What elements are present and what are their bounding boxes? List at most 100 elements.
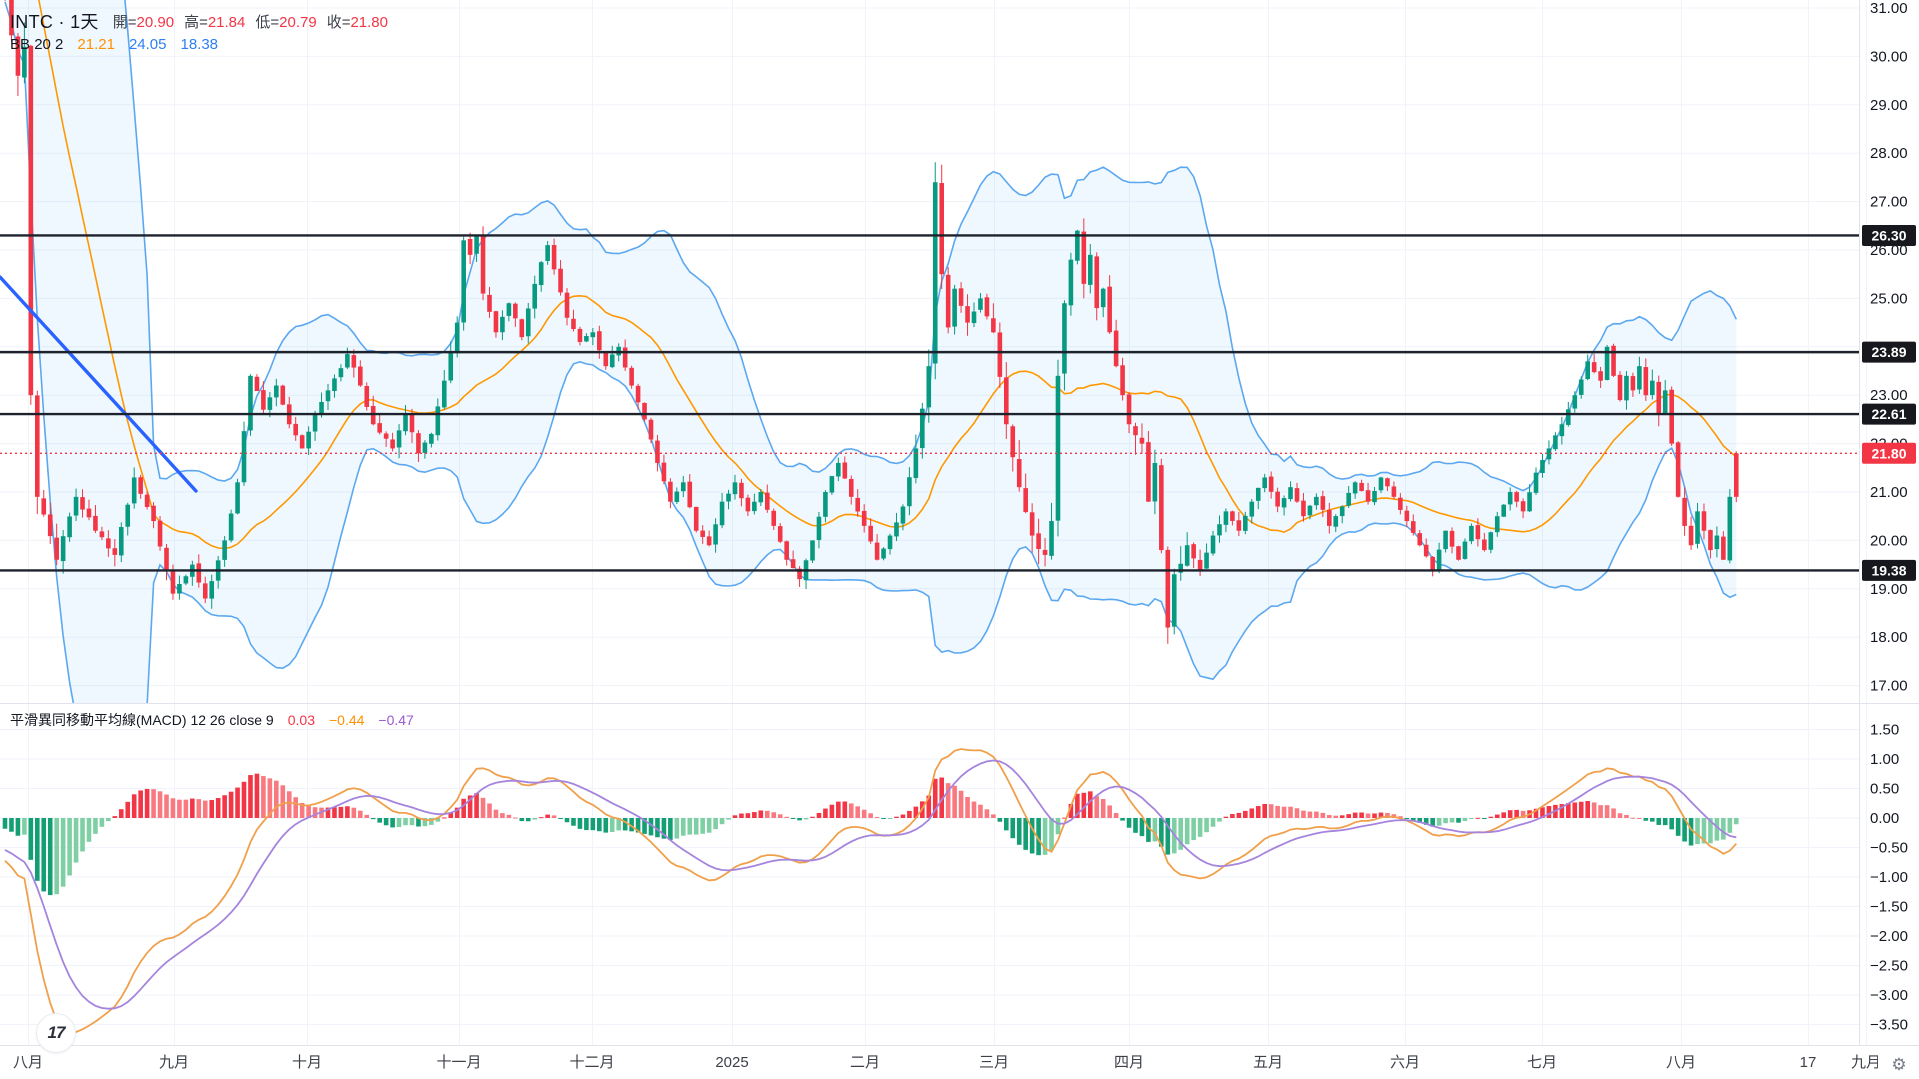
candle-body — [532, 283, 538, 309]
macd-histogram-bar — [280, 785, 286, 818]
macd-histogram-bar — [713, 818, 718, 830]
macd-histogram-bar — [900, 814, 906, 818]
macd-histogram-bar — [1546, 806, 1552, 818]
macd-histogram-bar — [861, 809, 867, 818]
candle-body — [254, 376, 260, 392]
candle-body — [1087, 254, 1093, 285]
candle-body — [1662, 390, 1668, 415]
macd-histogram-bar — [551, 815, 557, 818]
candle-body — [183, 576, 189, 584]
candle-body — [1165, 549, 1171, 628]
candle-body — [377, 423, 382, 433]
macd-histogram-bar — [1462, 818, 1468, 822]
candle-body — [112, 548, 118, 555]
macd-pane[interactable] — [2, 748, 1739, 1035]
price-pane[interactable] — [0, 0, 1859, 836]
candle-body — [1223, 511, 1229, 525]
bb-legend[interactable]: BB 20 2 21.21 24.05 18.38 — [10, 36, 218, 53]
candle-body — [409, 413, 415, 433]
candle-body — [1514, 492, 1519, 502]
axis-settings-gear-icon[interactable]: ⚙ — [1891, 1055, 1907, 1074]
candle-body — [164, 547, 169, 570]
candle-body — [1643, 367, 1649, 396]
macd-histogram-bar — [1662, 818, 1668, 826]
macd-histogram-bar — [1501, 812, 1507, 818]
macd-histogram-bar — [500, 813, 505, 818]
candle-body — [874, 542, 880, 560]
close-value: 收=21.80 — [326, 13, 388, 31]
macd-histogram-bar — [784, 816, 789, 818]
candle-body — [861, 510, 867, 526]
macd-histogram-bar — [1307, 811, 1313, 818]
candle-body — [706, 536, 712, 546]
symbol-legend[interactable]: INTC · 1天 開=20.90 高=21.84 低=20.79 收=21.8… — [10, 8, 388, 34]
time-axis-label: 六月 — [1390, 1054, 1420, 1071]
macd-histogram-bar — [1475, 817, 1481, 819]
macd-histogram-bar — [67, 818, 72, 876]
macd-histogram-bar — [1378, 812, 1384, 818]
candle-body — [1553, 435, 1558, 450]
macd-histogram-bar — [209, 800, 215, 818]
macd-histogram-bar — [1449, 818, 1455, 823]
macd-histogram-bar — [771, 812, 777, 818]
macd-histogram-bar — [945, 783, 951, 818]
candle-body — [1055, 375, 1061, 521]
macd-histogram-bar — [1327, 815, 1332, 818]
macd-histogram-bar — [887, 818, 893, 819]
macd-histogram-bar — [144, 788, 150, 818]
candle-body — [1604, 346, 1610, 380]
macd-histogram-bar — [196, 799, 202, 818]
macd-legend[interactable]: 平滑異同移動平均線(MACD) 12 26 close 9 0.03 −0.44… — [10, 710, 414, 730]
candle-body — [22, 46, 27, 78]
macd-histogram-bar — [564, 818, 570, 823]
candle-body — [1682, 497, 1687, 526]
candle-body — [125, 504, 131, 527]
macd-histogram-bar — [823, 808, 828, 818]
macd-histogram-bar — [584, 818, 589, 831]
macd-histogram-bar — [370, 818, 376, 820]
grid-lines — [0, 0, 1867, 1045]
macd-histogram-bar — [1139, 818, 1145, 837]
candle-body — [1133, 426, 1138, 436]
candle-body — [784, 541, 789, 560]
macd-histogram-bar — [1120, 818, 1125, 821]
price-axis[interactable]: 31.0030.0029.0028.0027.0026.0025.0024.00… — [1862, 0, 1916, 1034]
axis-tick-label: 19.00 — [1870, 581, 1908, 598]
candle-body — [1624, 375, 1629, 401]
candle-body — [1191, 544, 1196, 559]
tradingview-logo[interactable]: 17 — [36, 1013, 76, 1053]
candle-body — [1378, 477, 1384, 491]
price-level-badge: 22.61 — [1862, 403, 1916, 425]
candle-body — [1469, 525, 1474, 542]
macd-histogram-bar — [1372, 813, 1377, 818]
time-axis-label: 十一月 — [436, 1054, 481, 1071]
candles-layer[interactable] — [3, 0, 1739, 644]
axis-tick-label: 20.00 — [1870, 532, 1908, 549]
macd-histogram-bar — [1352, 812, 1358, 818]
candle-body — [1081, 231, 1087, 284]
svg-text:21.80: 21.80 — [1871, 445, 1906, 461]
axis-tick-label: −1.50 — [1870, 899, 1908, 916]
candle-body — [1333, 516, 1339, 527]
macd-histogram-bar — [1714, 818, 1720, 841]
candle-body — [551, 245, 557, 270]
axis-tick-label: 30.00 — [1870, 48, 1908, 65]
candle-body — [1339, 506, 1345, 517]
macd-histogram-bar — [47, 818, 53, 896]
candle-body — [1288, 487, 1293, 500]
candle-body — [771, 510, 777, 526]
candle-body — [1249, 501, 1255, 517]
macd-histogram-bar — [939, 777, 944, 818]
time-axis-label: 四月 — [1114, 1054, 1144, 1071]
candle-body — [1650, 380, 1655, 396]
drawn-trendline[interactable] — [0, 275, 198, 493]
time-axis[interactable]: 八月 九月 十月 十一月 十二月 2025 二月 三月 四月 五月 六月 七月 八月 17 九月 — [13, 1054, 1881, 1071]
candle-body — [648, 419, 654, 440]
macd-histogram-bar — [1262, 803, 1267, 818]
candle-body — [1507, 492, 1513, 505]
macd-histogram-bar — [267, 778, 273, 818]
macd-histogram-bar — [1637, 817, 1642, 819]
macd-histogram-bar — [1178, 818, 1184, 850]
macd-histogram-bar — [1365, 813, 1371, 818]
